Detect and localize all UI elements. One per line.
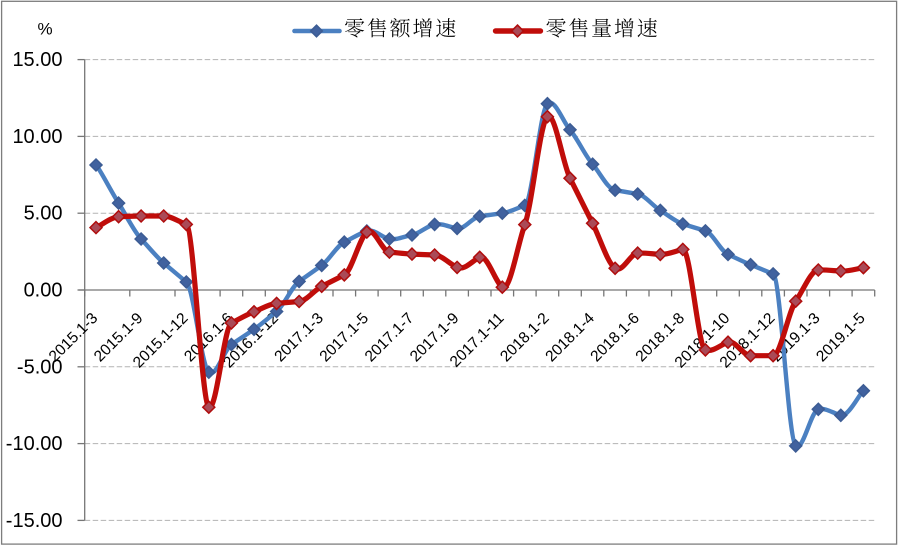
svg-text:10.00: 10.00 [12, 126, 62, 148]
svg-text:-15.00: -15.00 [6, 510, 63, 532]
svg-text:%: % [38, 20, 53, 39]
svg-text:0.00: 0.00 [24, 280, 63, 302]
svg-text:-10.00: -10.00 [6, 433, 63, 455]
svg-text:15.00: 15.00 [12, 49, 62, 71]
svg-text:-5.00: -5.00 [17, 356, 63, 378]
svg-text:5.00: 5.00 [24, 203, 63, 225]
